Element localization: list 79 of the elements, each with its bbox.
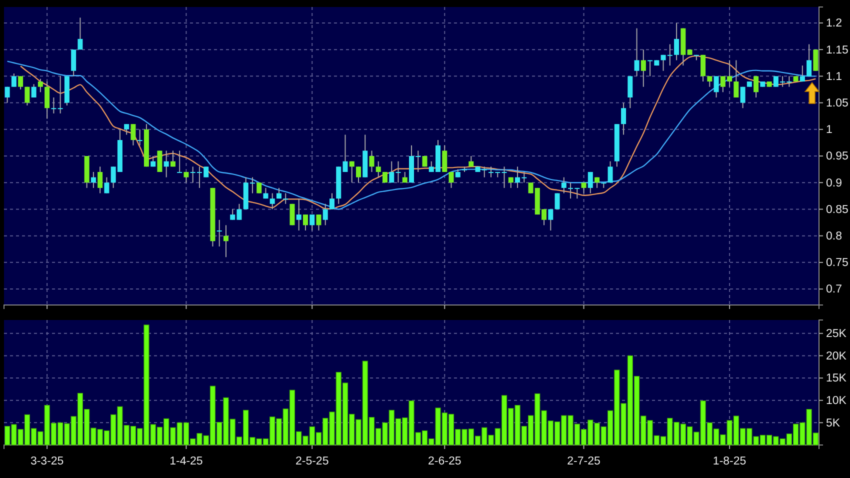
- candlestick: [806, 44, 812, 77]
- candlestick: [310, 214, 315, 231]
- candlestick: [548, 208, 554, 231]
- candlestick: [634, 28, 640, 77]
- candlestick: [734, 60, 739, 98]
- candlestick: [754, 76, 759, 98]
- candlestick: [164, 150, 169, 178]
- y-tick-label: 0.9: [826, 177, 842, 190]
- y-tick-label: 0.7: [826, 284, 842, 296]
- candlestick: [71, 49, 76, 77]
- candlestick: [98, 166, 103, 194]
- candlestick: [322, 203, 328, 226]
- candlestick: [18, 76, 24, 90]
- candlestick: [170, 150, 176, 168]
- candlestick: [674, 22, 680, 61]
- candlestick: [628, 76, 633, 109]
- candlestick: [38, 78, 43, 93]
- y-tick-label: 20K: [826, 350, 847, 362]
- x-tick-label: 2-6-25: [428, 456, 462, 468]
- x-tick-label: 1-4-25: [170, 456, 203, 468]
- y-tick-label: 0.95: [826, 150, 848, 163]
- candlestick: [588, 171, 593, 194]
- candlestick: [130, 124, 136, 146]
- candlestick: [256, 182, 262, 194]
- candlestick: [442, 144, 448, 172]
- candlestick: [302, 214, 308, 231]
- candlestick: [90, 171, 96, 188]
- y-tick-label: 10K: [826, 395, 847, 408]
- y-tick-label: 1: [826, 124, 832, 136]
- candlestick: [177, 150, 182, 173]
- y-tick-label: 1.2: [826, 18, 842, 30]
- y-tick-label: 1.05: [826, 97, 848, 110]
- candlestick: [216, 219, 222, 247]
- candlestick: [640, 49, 646, 88]
- y-tick-label: 0.85: [826, 204, 848, 216]
- y-tick-label: 15K: [826, 372, 847, 385]
- y-tick-label: 0.8: [826, 230, 842, 242]
- candlestick: [561, 176, 566, 194]
- candlestick: [376, 160, 381, 178]
- x-tick-label: 2-7-25: [567, 456, 600, 468]
- candlestick: [31, 84, 36, 98]
- candlestick: [58, 76, 63, 114]
- candlestick: [4, 86, 10, 104]
- candlestick: [44, 81, 50, 120]
- candlestick: [608, 160, 613, 184]
- candlestick: [296, 198, 302, 231]
- candlestick: [740, 86, 746, 109]
- x-tick-label: 2-5-25: [295, 456, 329, 468]
- y-tick-label: 1.1: [826, 70, 842, 83]
- candlestick: [223, 224, 228, 258]
- candlestick: [329, 192, 334, 210]
- candlestick: [157, 150, 162, 172]
- candlestick: [621, 102, 626, 136]
- candlestick: [11, 73, 16, 88]
- y-tick-label: 1.15: [826, 44, 848, 56]
- candlestick: [137, 128, 142, 146]
- x-tick-label: 3-3-25: [30, 456, 64, 468]
- y-tick-label: 0.75: [826, 257, 848, 270]
- candlestick: [316, 214, 322, 231]
- y-tick-label: 5K: [826, 417, 840, 430]
- candlestick: [448, 171, 454, 188]
- candlestick: [700, 54, 706, 82]
- x-tick-label: 1-8-25: [712, 456, 746, 468]
- candlestick: [707, 76, 712, 88]
- candlestick: [78, 17, 83, 50]
- candlestick: [369, 150, 374, 172]
- candlestick: [800, 65, 805, 82]
- candlestick: [124, 124, 130, 136]
- candlestick: [24, 86, 30, 106]
- candlestick: [51, 96, 56, 114]
- candlestick: [356, 166, 361, 184]
- candlestick: [349, 160, 354, 184]
- candlestick: [714, 76, 719, 98]
- candlestick: [270, 192, 275, 210]
- candlestick: [581, 182, 586, 194]
- candlestick: [104, 176, 110, 194]
- y-tick-label: 25K: [826, 328, 847, 340]
- candlestick: [502, 166, 507, 188]
- candlestick: [283, 192, 288, 204]
